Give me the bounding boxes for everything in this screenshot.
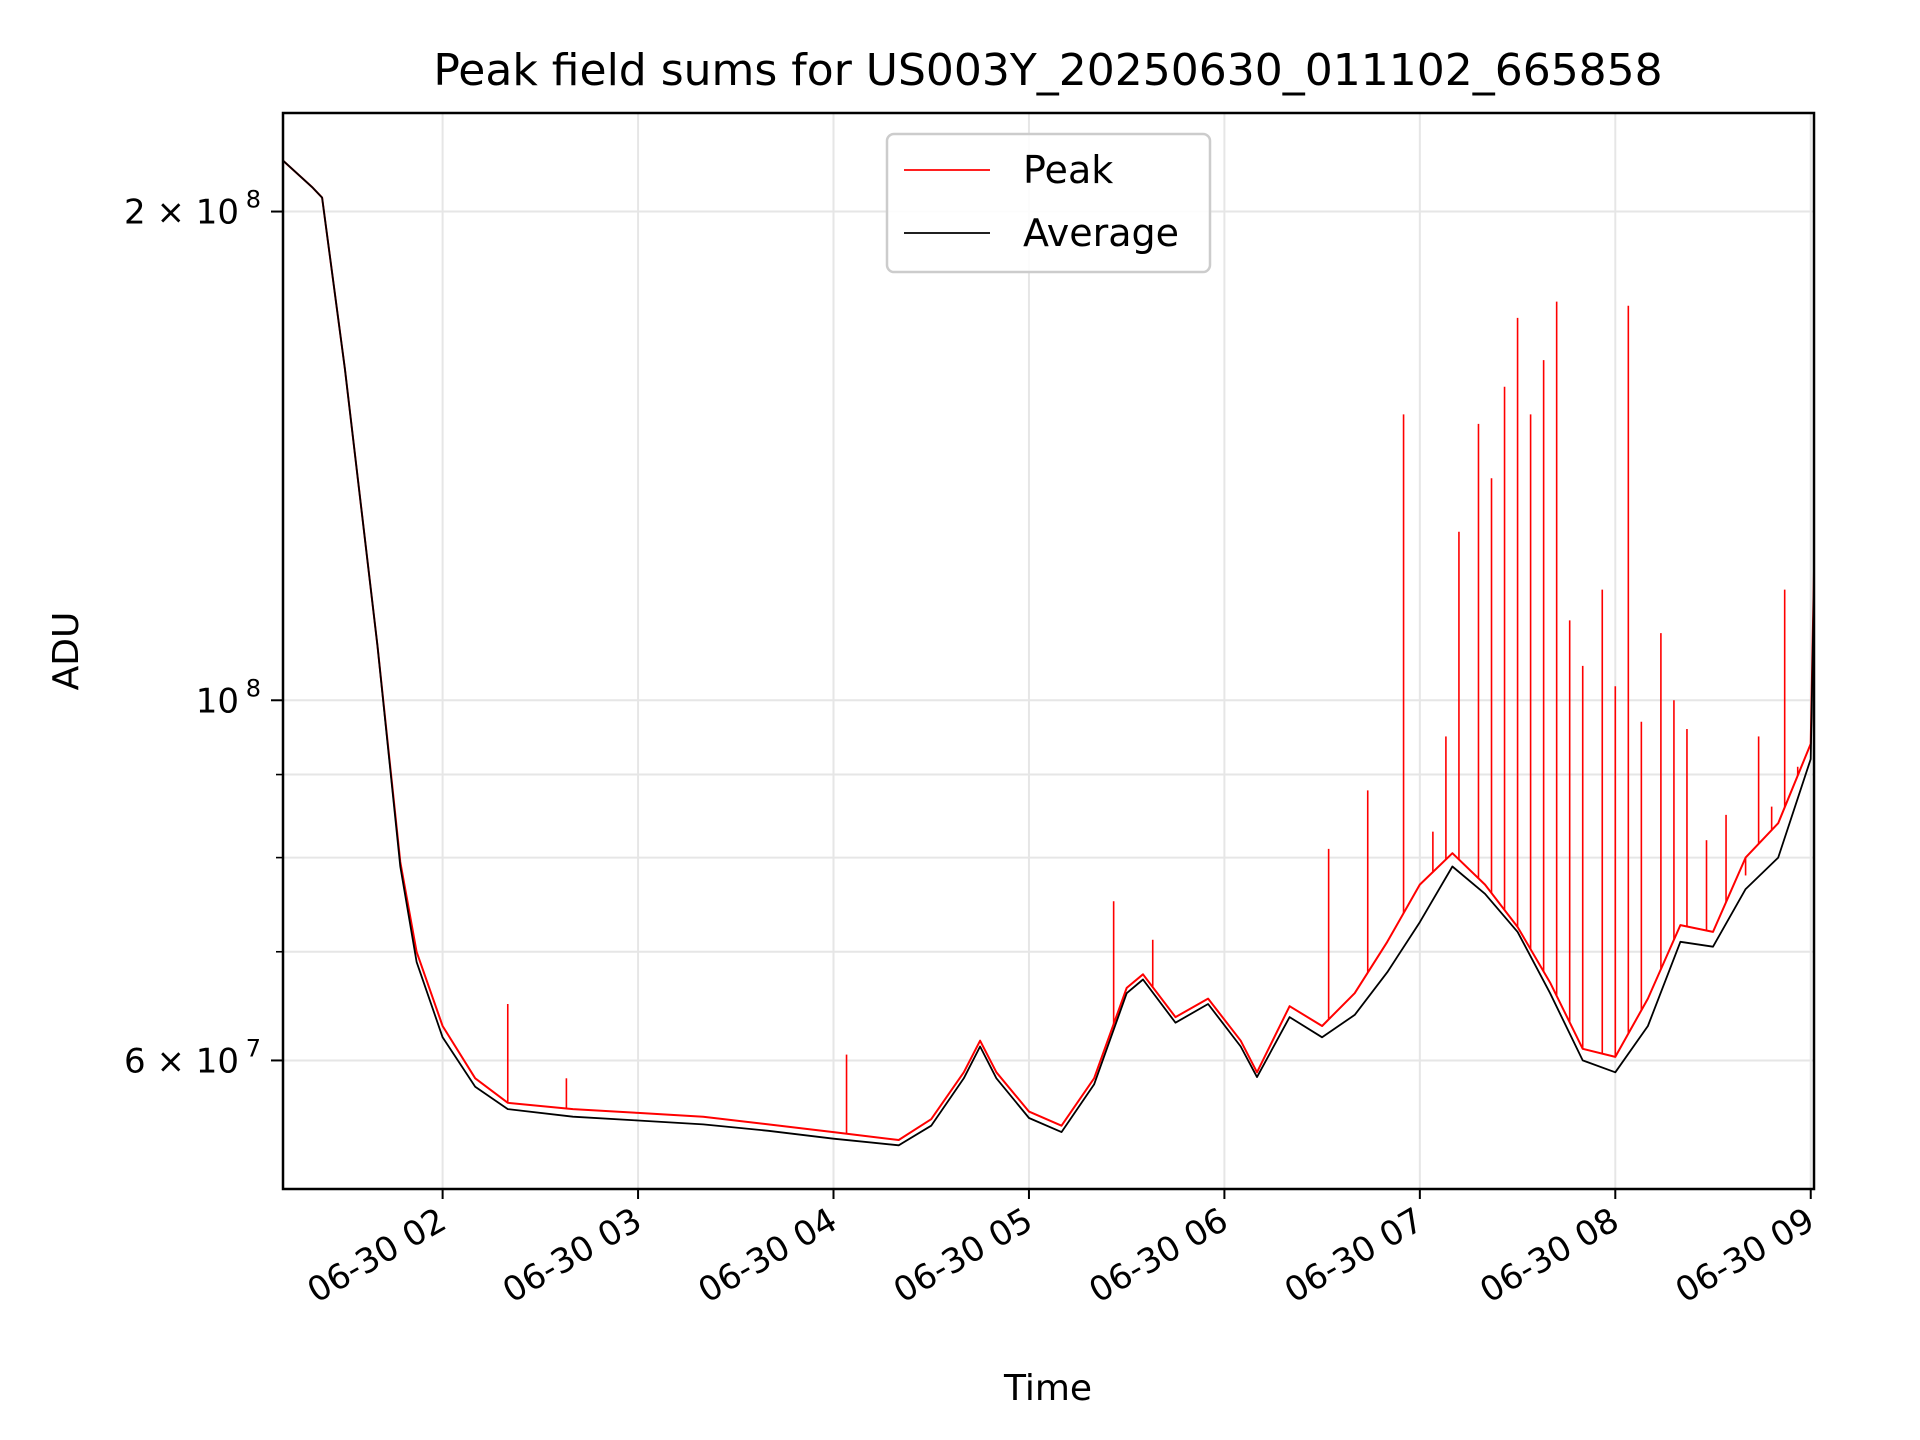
chart-title: Peak field sums for US003Y_20250630_0111…	[433, 45, 1662, 96]
series-line-peak	[282, 119, 1815, 1141]
legend-box	[885, 132, 1212, 274]
legend: Peak Average	[885, 132, 1212, 274]
y-tick-exponent: 8	[246, 186, 261, 214]
plot-frame	[281, 111, 1816, 1191]
y-tick-exponent: 8	[246, 674, 261, 702]
x-axis-title: Time	[1003, 1368, 1092, 1409]
legend-label-average: Average	[1023, 211, 1179, 255]
y-tick-label: 10	[196, 681, 239, 721]
y-axis: 6 × 10 710 82 × 10 8	[124, 186, 283, 1081]
series-line-average	[282, 119, 1815, 1147]
y-axis-title: ADU	[46, 612, 87, 691]
y-tick-label: 6 × 10	[124, 1041, 239, 1081]
series-layer	[282, 119, 1815, 1147]
legend-label-peak: Peak	[1023, 148, 1113, 192]
y-tick-label: 2 × 10	[124, 193, 239, 233]
y-tick-exponent: 7	[246, 1034, 261, 1062]
